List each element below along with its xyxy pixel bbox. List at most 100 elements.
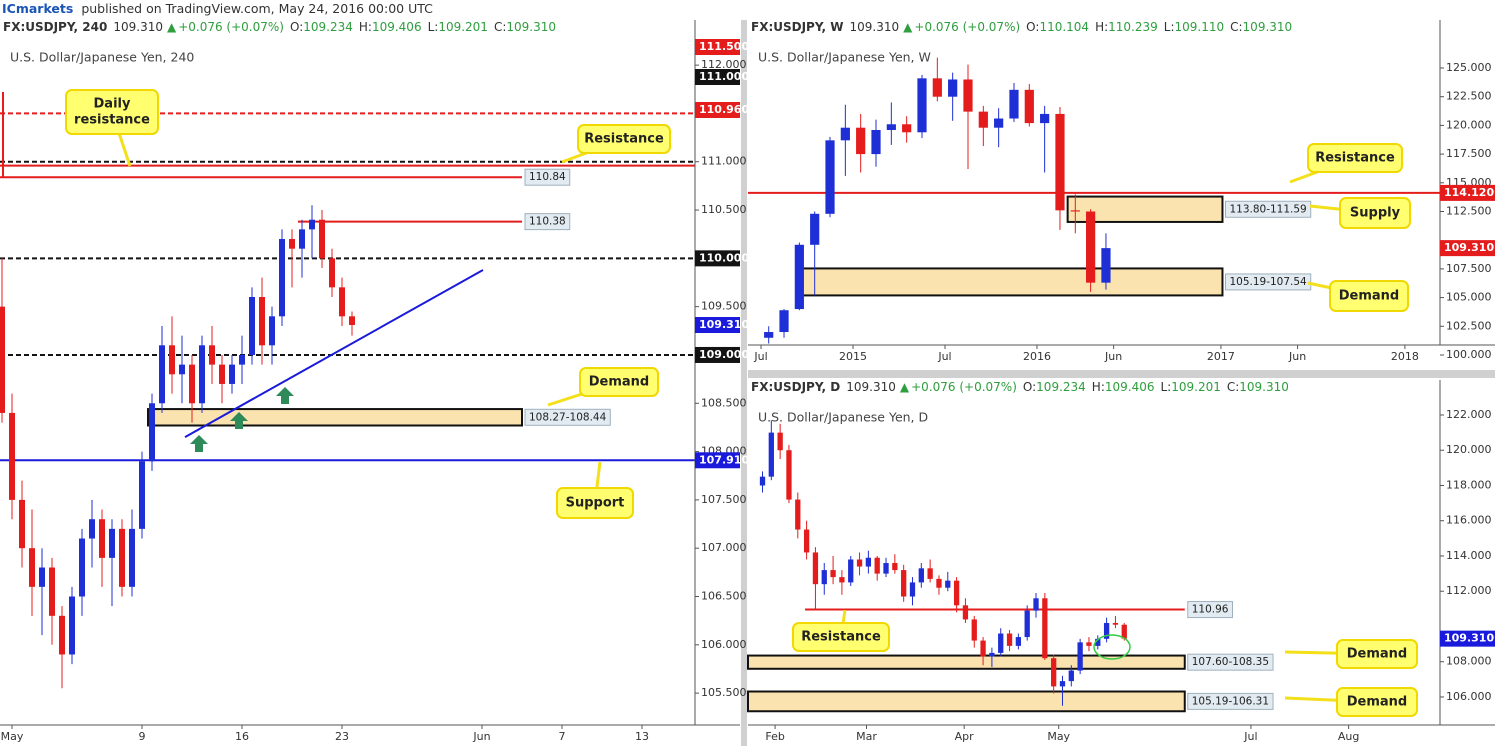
x-tick-label: Mar [856, 730, 877, 743]
ohlc-key: L: [1164, 20, 1175, 34]
x-tick-label: Apr [955, 730, 975, 743]
callout [579, 367, 659, 397]
callout-text: Supply [1350, 206, 1401, 221]
callout-text: Resistance [1315, 151, 1395, 166]
candle-body [856, 559, 863, 567]
ohlc-key: H: [1092, 380, 1105, 394]
candle-body [159, 345, 165, 404]
candle-body [1068, 670, 1074, 682]
plot-area [748, 20, 1495, 368]
callout-text: resistance [74, 113, 150, 128]
x-tick-label: 2016 [1023, 350, 1051, 363]
price-flag [1440, 240, 1495, 257]
highlight-ellipse [1093, 634, 1131, 660]
candle-body [269, 316, 275, 346]
y-tick-label: 107.000 [701, 541, 747, 554]
price-flag-label: 114.120 [1444, 186, 1494, 199]
candle-body [871, 129, 881, 155]
candle-body [139, 461, 145, 529]
candle-body [229, 364, 235, 384]
x-tick-label: 16 [235, 730, 249, 743]
candle-body [1121, 624, 1127, 639]
x-tick-label: Jul [1243, 730, 1257, 743]
price-axis [1440, 380, 1495, 725]
callout [1329, 280, 1409, 312]
symbol: FX:USDJPY, W [751, 20, 844, 34]
price-flag [695, 69, 740, 85]
candle-body [932, 78, 942, 97]
x-tick-label: Jun [1288, 350, 1306, 363]
price-flag [695, 317, 740, 334]
candle-body [319, 219, 325, 259]
zone-label-box [524, 408, 611, 426]
last-price: 109.310 [846, 380, 896, 394]
y-tick-label: 105.000 [1446, 291, 1492, 304]
zone [747, 690, 1186, 713]
ohlc-key: O: [1026, 20, 1039, 34]
zone [747, 654, 1186, 670]
candle-body [839, 577, 845, 583]
ohlc-value: 109.201 [438, 20, 488, 34]
candle-body [874, 557, 880, 574]
zone-label: 108.27-108.44 [529, 411, 607, 423]
zone-label-box [1224, 200, 1312, 218]
candle-body [1059, 681, 1066, 687]
ohlc-value: 109.110 [1175, 20, 1225, 34]
candle-body [279, 239, 285, 317]
price-flag [695, 102, 740, 118]
level-label-box [1187, 601, 1234, 619]
chart-info: FX:USDJPY, W 109.310 ▲ +0.076 (+0.07%) O:110… [751, 20, 1292, 34]
price-flag-label: 110.000 [699, 251, 749, 264]
ohlc-value: 109.234 [303, 20, 353, 34]
price-flag [695, 250, 740, 267]
candle-body [856, 127, 866, 155]
price-flag-label: 111.500 [699, 40, 749, 53]
zone-label-box [1224, 273, 1312, 291]
ohlc-value: 109.310 [1243, 20, 1293, 34]
candle-body [1112, 622, 1119, 625]
callout-text: Demand [1339, 289, 1400, 304]
ohlc-key: H: [1095, 20, 1108, 34]
y-tick-label: 109.500 [701, 300, 747, 313]
zone-label-box [1187, 653, 1274, 671]
y-tick-label: 106.000 [1446, 690, 1492, 703]
y-tick-label: 114.000 [1446, 549, 1492, 562]
arrow-marker [190, 435, 208, 452]
candle-body [239, 354, 245, 365]
y-tick-label: 118.000 [1446, 478, 1492, 491]
candle-body [219, 364, 225, 384]
candle-body [149, 403, 155, 462]
zone-label-box [1187, 692, 1274, 710]
zone-label: 105.19-107.54 [1229, 276, 1307, 288]
candle-body [129, 528, 135, 587]
price-flag-label: 109.000 [699, 348, 749, 361]
symbol: FX:USDJPY, 240 [3, 20, 107, 34]
candle-body [840, 127, 850, 141]
candle-body [892, 563, 898, 571]
time-axis [748, 725, 1495, 746]
candle-body [1040, 113, 1050, 124]
candle-body [169, 345, 175, 375]
chart-title: U.S. Dollar/Japanese Yen, 240 [10, 50, 194, 65]
symbol: FX:USDJPY, D [751, 380, 840, 394]
candle-body [810, 213, 820, 245]
x-tick-label: Jul [937, 350, 951, 363]
y-tick-label: 108.000 [1446, 655, 1492, 668]
x-tick-label: 2018 [1391, 350, 1419, 363]
candle-body [1101, 248, 1111, 283]
callout [556, 487, 634, 519]
price-flag-label: 107.910 [699, 453, 749, 466]
x-tick-label: May [1047, 730, 1070, 743]
candle-body [927, 568, 933, 579]
brand[interactable]: ICmarkets [2, 1, 73, 16]
candle-body [349, 316, 355, 326]
callout [1336, 687, 1418, 717]
level-label-box [524, 213, 571, 231]
price-flag [695, 452, 740, 469]
chart-info: FX:USDJPY, 240 109.310 ▲ +0.076 (+0.07%) O:1… [3, 20, 556, 34]
candle-body [1086, 642, 1092, 646]
callout-text: Resistance [584, 132, 664, 147]
x-tick-label: 2015 [839, 350, 867, 363]
publish-text: published on TradingView.com, May 24, 20… [81, 1, 433, 16]
y-tick-label: 117.500 [1446, 147, 1492, 160]
